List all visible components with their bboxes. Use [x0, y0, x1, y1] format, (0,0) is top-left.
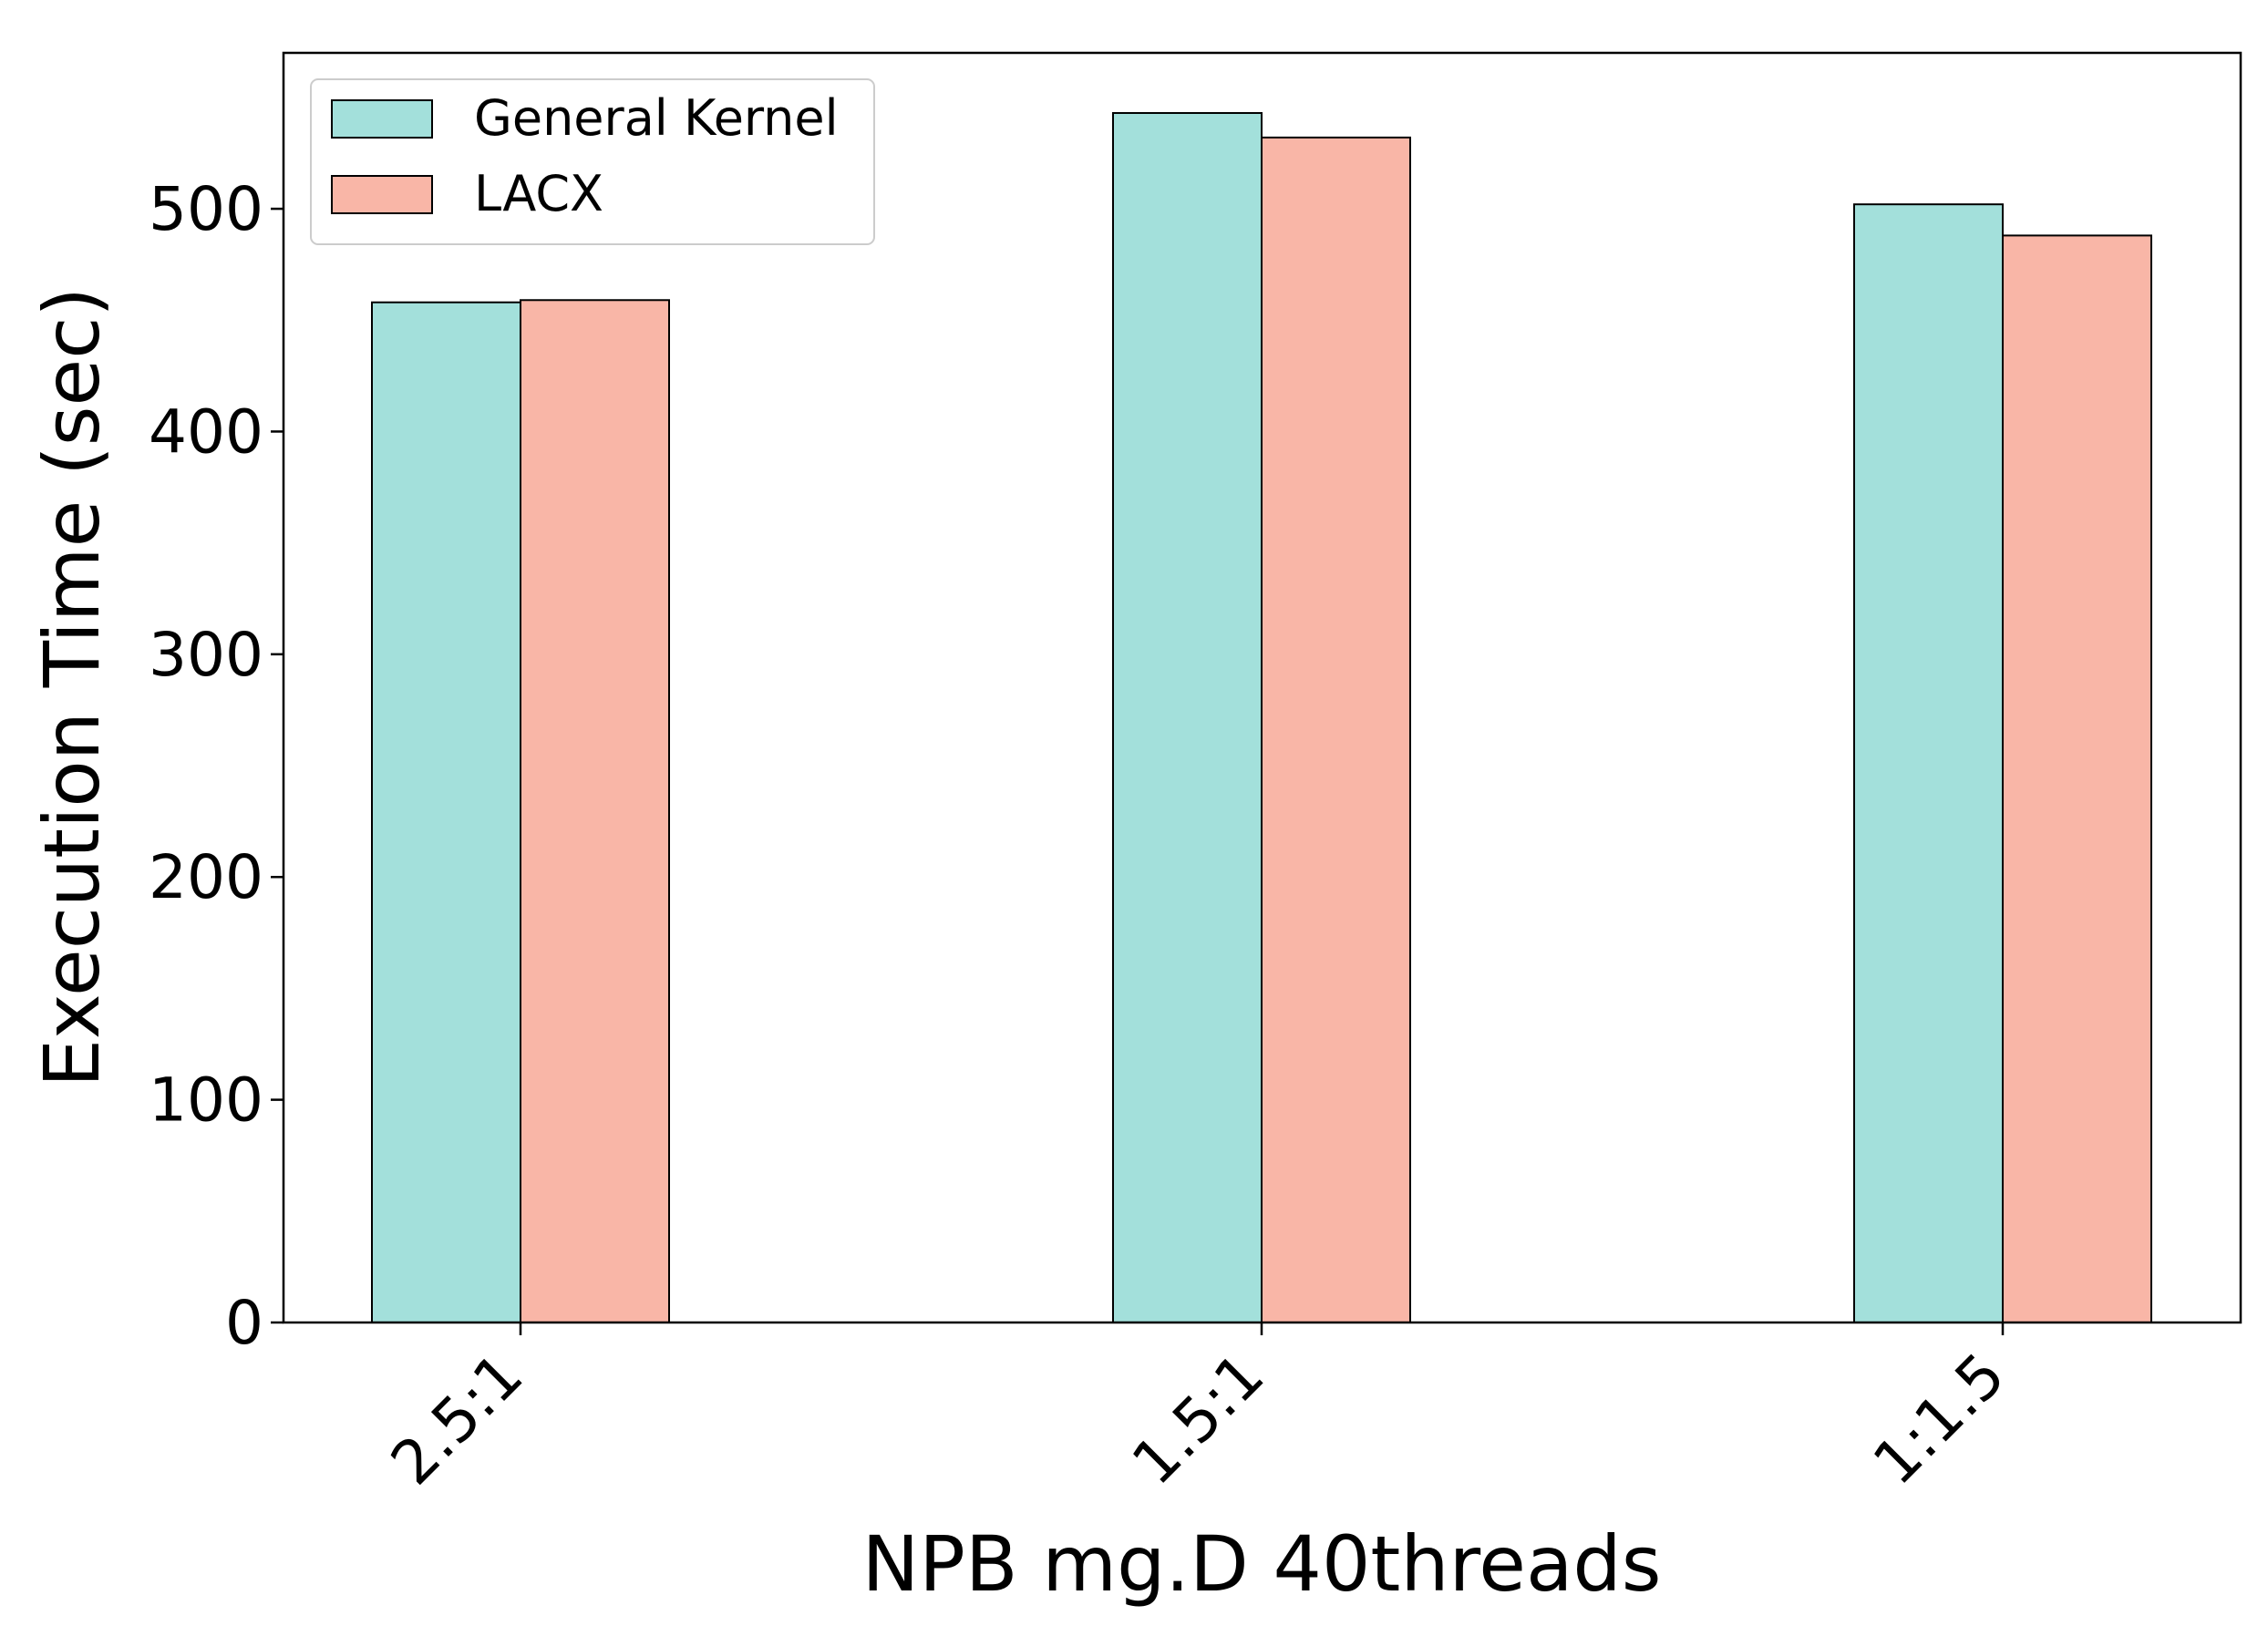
y-tick-label: 400 [149, 396, 263, 467]
legend: General Kernel LACX [310, 78, 875, 245]
y-tick-label: 100 [149, 1065, 263, 1136]
bars-layer [371, 111, 2152, 1323]
legend-swatch-1 [331, 175, 433, 214]
legend-label-1: LACX [474, 165, 603, 222]
x-axis: 2.5:1 1.5:1 1:1.5 [377, 1322, 2018, 1498]
y-axis-label: Execution Time (sec) [27, 287, 117, 1087]
x-tick-label: 1.5:1 [1119, 1340, 1277, 1498]
y-tick-label: 200 [149, 842, 263, 912]
y-axis: 0 100 200 300 400 500 [149, 174, 284, 1358]
x-tick-label: 2.5:1 [377, 1340, 536, 1498]
legend-swatch-0 [331, 99, 433, 139]
y-tick-label: 0 [225, 1288, 263, 1358]
legend-items: General Kernel LACX [331, 89, 839, 222]
x-tick-label: 1:1.5 [1860, 1340, 2018, 1498]
bar-general-kernel-2 [1853, 203, 2004, 1323]
legend-frame [310, 78, 875, 245]
bar-general-kernel-1 [1112, 111, 1263, 1323]
bar-general-kernel-0 [371, 301, 521, 1323]
x-axis-label: NPB mg.D 40threads [861, 1519, 1661, 1609]
y-tick-label: 300 [149, 620, 263, 690]
bar-lacx-0 [520, 299, 670, 1323]
y-tick-label: 500 [149, 174, 263, 244]
bar-lacx-1 [1261, 136, 1411, 1323]
legend-label-0: General Kernel [474, 89, 839, 147]
bar-lacx-2 [2002, 234, 2152, 1323]
